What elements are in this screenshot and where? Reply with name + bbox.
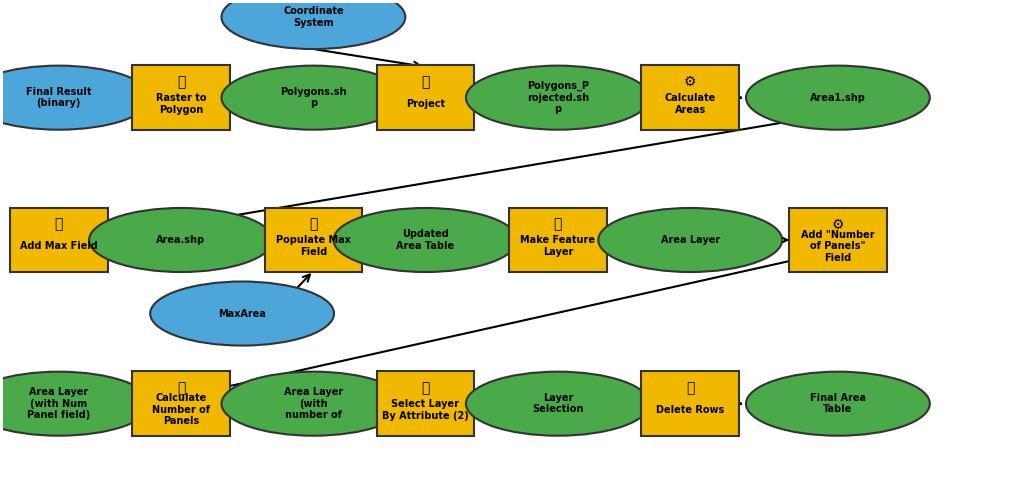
Text: Area Layer: Area Layer (660, 235, 720, 245)
Text: Select Layer
By Attribute (2): Select Layer By Attribute (2) (382, 399, 469, 420)
FancyBboxPatch shape (509, 208, 606, 272)
Text: Project: Project (406, 99, 445, 109)
Text: Area Layer
(with Num
Panel field): Area Layer (with Num Panel field) (28, 387, 90, 420)
Text: Area Layer
(with
number of: Area Layer (with number of (284, 387, 343, 420)
Text: 🔨: 🔨 (309, 217, 317, 231)
Ellipse shape (221, 0, 406, 49)
Text: 🔨: 🔨 (177, 381, 185, 395)
Text: Calculate
Areas: Calculate Areas (665, 93, 716, 115)
Text: Populate Max
Field: Populate Max Field (275, 235, 351, 257)
Ellipse shape (0, 66, 151, 130)
Text: Add "Number
of Panels"
Field: Add "Number of Panels" Field (801, 229, 874, 263)
Text: Raster to
Polygon: Raster to Polygon (156, 93, 206, 115)
Text: 🔨: 🔨 (686, 381, 694, 395)
Text: ⚙: ⚙ (831, 217, 844, 231)
Ellipse shape (221, 66, 406, 130)
Text: 🔨: 🔨 (421, 381, 430, 395)
Ellipse shape (746, 372, 930, 436)
FancyBboxPatch shape (132, 65, 230, 130)
Text: Area.shp: Area.shp (157, 235, 206, 245)
Text: ⚙: ⚙ (684, 75, 696, 89)
Text: 🔨: 🔨 (554, 217, 562, 231)
FancyBboxPatch shape (790, 208, 887, 272)
Ellipse shape (746, 66, 930, 130)
Text: Polygons_P
rojected.sh
p: Polygons_P rojected.sh p (526, 81, 589, 114)
Ellipse shape (334, 208, 517, 272)
Text: MaxArea: MaxArea (218, 309, 266, 319)
Text: Area1.shp: Area1.shp (810, 93, 866, 103)
Ellipse shape (89, 208, 273, 272)
Text: Make Feature
Layer: Make Feature Layer (520, 235, 595, 257)
Text: 🔨: 🔨 (54, 217, 63, 231)
Text: Layer
Selection: Layer Selection (532, 393, 584, 415)
Text: Calculate
Number of
Panels: Calculate Number of Panels (152, 393, 210, 426)
FancyBboxPatch shape (264, 208, 362, 272)
Text: Polygons.sh
p: Polygons.sh p (281, 87, 347, 108)
Ellipse shape (0, 372, 151, 436)
FancyBboxPatch shape (377, 65, 474, 130)
FancyBboxPatch shape (641, 372, 739, 436)
Ellipse shape (151, 281, 334, 346)
Text: Delete Rows: Delete Rows (656, 405, 724, 415)
Ellipse shape (466, 372, 650, 436)
Text: Final Area
Table: Final Area Table (810, 393, 866, 415)
Text: Updated
Area Table: Updated Area Table (396, 229, 455, 251)
Text: Final Result
(binary): Final Result (binary) (26, 87, 91, 108)
Text: Coordinate
System: Coordinate System (283, 6, 344, 28)
FancyBboxPatch shape (377, 372, 474, 436)
FancyBboxPatch shape (10, 208, 108, 272)
Text: 🔨: 🔨 (177, 75, 185, 89)
Text: 🔨: 🔨 (421, 75, 430, 89)
FancyBboxPatch shape (641, 65, 739, 130)
Text: Add Max Field: Add Max Field (19, 241, 97, 251)
Ellipse shape (466, 66, 650, 130)
FancyBboxPatch shape (132, 372, 230, 436)
Ellipse shape (598, 208, 782, 272)
Ellipse shape (221, 372, 406, 436)
